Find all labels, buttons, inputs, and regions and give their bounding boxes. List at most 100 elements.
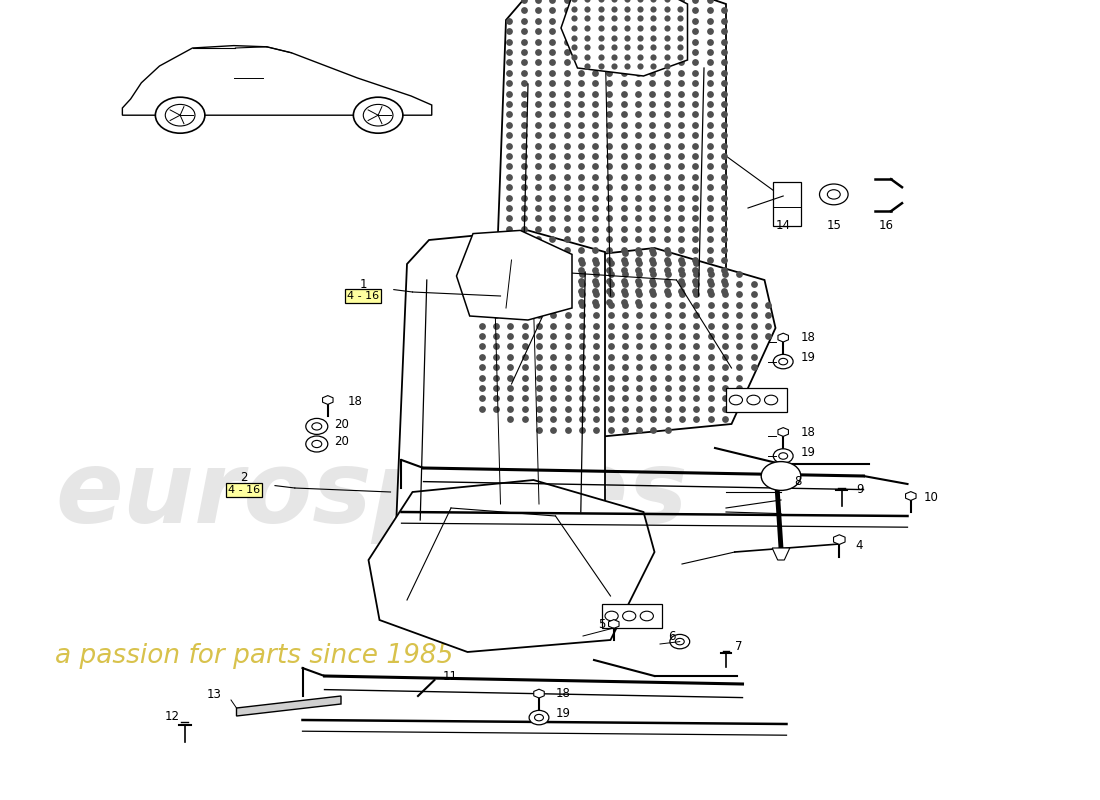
Point [502, 402, 519, 415]
Point [601, 4, 618, 17]
Point [716, 392, 734, 405]
Point [686, 56, 704, 69]
Point [686, 118, 704, 131]
Point [701, 118, 718, 131]
Point [543, 191, 561, 204]
Point [529, 191, 547, 204]
Point [716, 319, 734, 332]
Point [601, 233, 618, 246]
Point [592, 0, 609, 6]
Point [659, 371, 676, 384]
Point [672, 191, 690, 204]
Text: 18: 18 [348, 395, 363, 408]
Point [630, 330, 648, 342]
Point [629, 129, 647, 142]
Point [529, 243, 547, 256]
Point [659, 340, 676, 353]
Point [629, 233, 647, 246]
Point [530, 382, 548, 394]
Circle shape [155, 98, 205, 134]
Point [529, 160, 547, 173]
Point [615, 160, 632, 173]
Point [629, 14, 647, 27]
Point [616, 371, 634, 384]
Point [616, 392, 634, 405]
Point [630, 361, 648, 374]
Point [644, 87, 661, 100]
Point [673, 330, 691, 342]
Point [672, 87, 690, 100]
Point [645, 12, 662, 25]
Point [629, 170, 647, 183]
Point [586, 170, 604, 183]
Point [529, 87, 547, 100]
Point [688, 413, 705, 426]
Point [644, 254, 661, 266]
Point [701, 139, 718, 152]
Point [529, 108, 547, 121]
Point [530, 350, 548, 363]
Point [572, 4, 590, 17]
Point [500, 98, 518, 110]
Point [543, 222, 561, 235]
Point [592, 22, 609, 34]
Point [602, 371, 619, 384]
Point [515, 191, 532, 204]
Point [644, 274, 661, 287]
Circle shape [165, 105, 195, 126]
Point [701, 274, 718, 287]
Point [715, 150, 733, 162]
Point [615, 46, 632, 58]
Point [701, 191, 718, 204]
Point [601, 98, 618, 110]
Point [558, 87, 575, 100]
Point [559, 319, 576, 332]
Point [592, 12, 609, 25]
Circle shape [535, 714, 543, 721]
Point [658, 274, 675, 287]
Point [502, 288, 519, 301]
Point [629, 191, 647, 204]
Point [715, 285, 733, 298]
Point [686, 264, 704, 277]
Point [586, 0, 604, 6]
Point [487, 298, 505, 311]
Point [558, 46, 575, 58]
Point [629, 46, 647, 58]
Point [543, 285, 561, 298]
Point [616, 361, 634, 374]
Point [515, 98, 532, 110]
Point [645, 319, 662, 332]
Point [515, 129, 532, 142]
Point [529, 139, 547, 152]
Point [631, 22, 649, 34]
Point [618, 50, 636, 63]
Point [487, 350, 505, 363]
Point [515, 139, 532, 152]
Point [543, 233, 561, 246]
Point [673, 402, 691, 415]
Point [688, 392, 705, 405]
Point [659, 257, 676, 270]
Point [658, 202, 675, 214]
Point [673, 298, 691, 311]
Point [618, 2, 636, 15]
Point [605, 12, 623, 25]
Point [587, 371, 605, 384]
Polygon shape [834, 534, 845, 545]
Point [529, 66, 547, 79]
Point [587, 288, 605, 301]
Point [686, 77, 704, 90]
Point [629, 66, 647, 79]
Point [543, 170, 561, 183]
Point [658, 2, 675, 15]
Point [686, 222, 704, 235]
Point [530, 361, 548, 374]
Point [572, 254, 590, 266]
Point [658, 77, 675, 90]
Point [658, 56, 675, 69]
Text: 2: 2 [241, 471, 248, 484]
Point [586, 285, 604, 298]
Point [658, 0, 675, 6]
Polygon shape [778, 427, 789, 437]
